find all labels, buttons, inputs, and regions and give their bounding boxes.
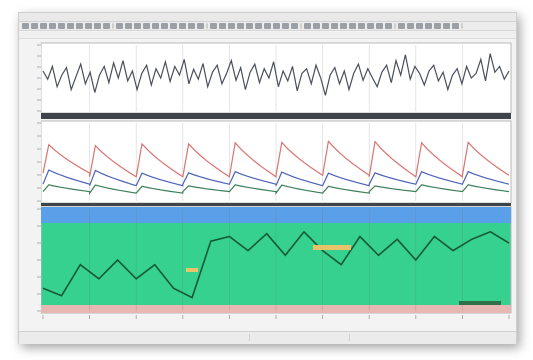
title-bar <box>19 13 516 22</box>
status-divider-1 <box>249 334 250 341</box>
open-icon[interactable] <box>398 23 405 29</box>
panel-divider-2 <box>41 203 511 206</box>
marker-icon[interactable] <box>179 23 186 29</box>
marker-icon[interactable] <box>273 23 280 29</box>
annotation-marker-2[interactable] <box>186 268 198 272</box>
marker-icon[interactable] <box>367 23 374 29</box>
print-icon[interactable] <box>134 23 141 29</box>
panel-top <box>40 42 512 114</box>
legend-box <box>459 301 501 305</box>
open-icon[interactable] <box>22 23 29 29</box>
y-axis-strip <box>19 43 41 313</box>
help-icon[interactable] <box>385 23 392 29</box>
panel-middle-series-green <box>42 184 510 195</box>
save-icon[interactable] <box>31 23 38 29</box>
help-icon[interactable] <box>197 23 204 29</box>
print-icon[interactable] <box>228 23 235 29</box>
panel-middle-grid <box>89 123 463 201</box>
zone-lower-pink <box>41 305 511 313</box>
zoom-in-icon[interactable] <box>331 23 338 29</box>
pan-icon[interactable] <box>67 23 74 29</box>
panel-middle-series-red <box>42 139 510 178</box>
cursor-icon[interactable] <box>170 23 177 29</box>
toolbar <box>19 22 516 31</box>
application-window <box>18 12 517 344</box>
zoom-out-icon[interactable] <box>340 23 347 29</box>
toolbar-separator <box>206 23 208 29</box>
chart-canvas[interactable] <box>19 39 516 330</box>
print-icon[interactable] <box>40 23 47 29</box>
zoom-in-icon[interactable] <box>143 23 150 29</box>
zone-upper-blue <box>41 207 511 223</box>
secondary-toolbar <box>19 32 516 39</box>
panel-divider-1 <box>41 113 511 119</box>
save-icon[interactable] <box>125 23 132 29</box>
annotation-marker-1[interactable] <box>313 245 351 250</box>
open-icon[interactable] <box>210 23 217 29</box>
panel-middle-series-blue <box>42 169 510 187</box>
panel-bottom-series-line <box>42 230 510 299</box>
help-icon[interactable] <box>103 23 110 29</box>
x-axis-strip <box>19 315 516 330</box>
zoom-in-icon[interactable] <box>425 23 432 29</box>
cursor-icon[interactable] <box>76 23 83 29</box>
cursor-icon[interactable] <box>264 23 271 29</box>
save-icon[interactable] <box>313 23 320 29</box>
open-icon[interactable] <box>116 23 123 29</box>
cursor-icon[interactable] <box>358 23 365 29</box>
toolbar-separator <box>300 23 302 29</box>
x-axis-ticks <box>42 315 510 319</box>
print-icon[interactable] <box>416 23 423 29</box>
save-icon[interactable] <box>219 23 226 29</box>
marker-icon[interactable] <box>85 23 92 29</box>
status-divider-2 <box>349 334 350 341</box>
toolbar-separator <box>112 23 114 29</box>
y-axis-ticks <box>37 44 41 312</box>
zoom-out-icon[interactable] <box>152 23 159 29</box>
zoom-in-icon[interactable] <box>237 23 244 29</box>
zoom-out-icon[interactable] <box>434 23 441 29</box>
settings-icon[interactable] <box>94 23 101 29</box>
open-icon[interactable] <box>304 23 311 29</box>
settings-icon[interactable] <box>188 23 195 29</box>
chart-area <box>19 39 516 330</box>
help-icon[interactable] <box>291 23 298 29</box>
cursor-icon[interactable] <box>452 23 459 29</box>
pan-icon[interactable] <box>349 23 356 29</box>
print-icon[interactable] <box>322 23 329 29</box>
settings-icon[interactable] <box>376 23 383 29</box>
panel-top-series-line <box>42 53 510 96</box>
save-icon[interactable] <box>407 23 414 29</box>
zoom-out-icon[interactable] <box>246 23 253 29</box>
toolbar-separator <box>461 23 463 29</box>
status-bar <box>19 331 516 344</box>
pan-icon[interactable] <box>255 23 262 29</box>
toolbar-separator <box>394 23 396 29</box>
pan-icon[interactable] <box>161 23 168 29</box>
panel-top-grid <box>89 45 463 111</box>
panel-bottom <box>40 206 512 314</box>
pan-icon[interactable] <box>443 23 450 29</box>
zoom-in-icon[interactable] <box>49 23 56 29</box>
settings-icon[interactable] <box>282 23 289 29</box>
zoom-out-icon[interactable] <box>58 23 65 29</box>
